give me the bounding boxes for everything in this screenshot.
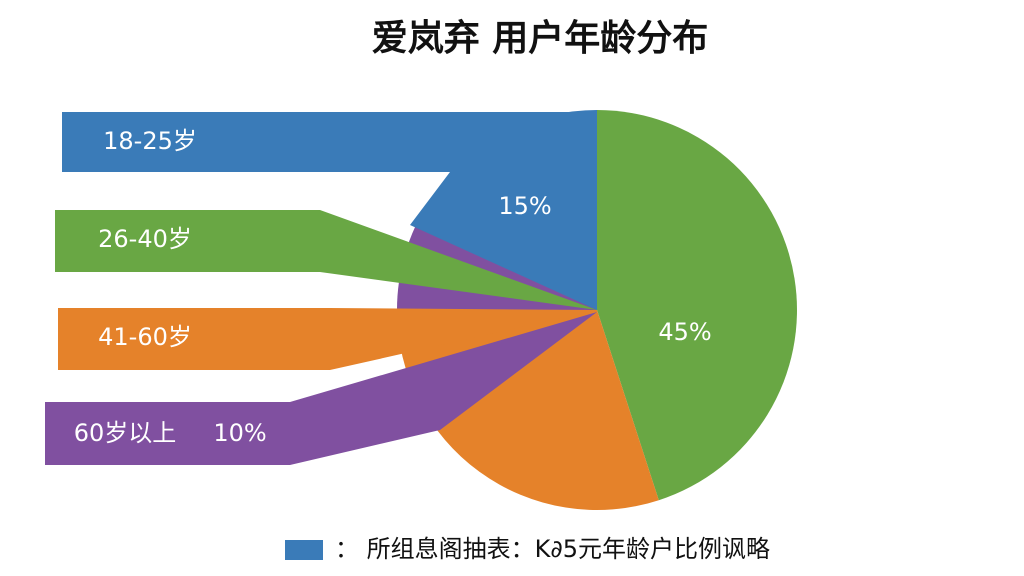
label-ribbon (58, 308, 597, 370)
value-label: 10% (213, 419, 266, 447)
legend-swatch (285, 540, 323, 560)
label-ribbon (62, 112, 597, 310)
category-label: 41-60岁 (98, 323, 192, 351)
value-label: 45% (658, 318, 711, 346)
pie-slice (597, 110, 797, 501)
category-label: 26-40岁 (98, 225, 192, 253)
label-ribbon (55, 210, 597, 310)
legend-text: ： 所组息阁抽表：K∂5元年龄户比例讽略 (335, 535, 770, 563)
category-label: 18-25岁 (103, 127, 197, 155)
category-label: 60岁以上 (74, 419, 177, 447)
chart-title: 爱岚弃 用户年龄分布 (372, 18, 709, 59)
label-ribbon (45, 312, 597, 465)
value-label: 15% (498, 192, 551, 220)
